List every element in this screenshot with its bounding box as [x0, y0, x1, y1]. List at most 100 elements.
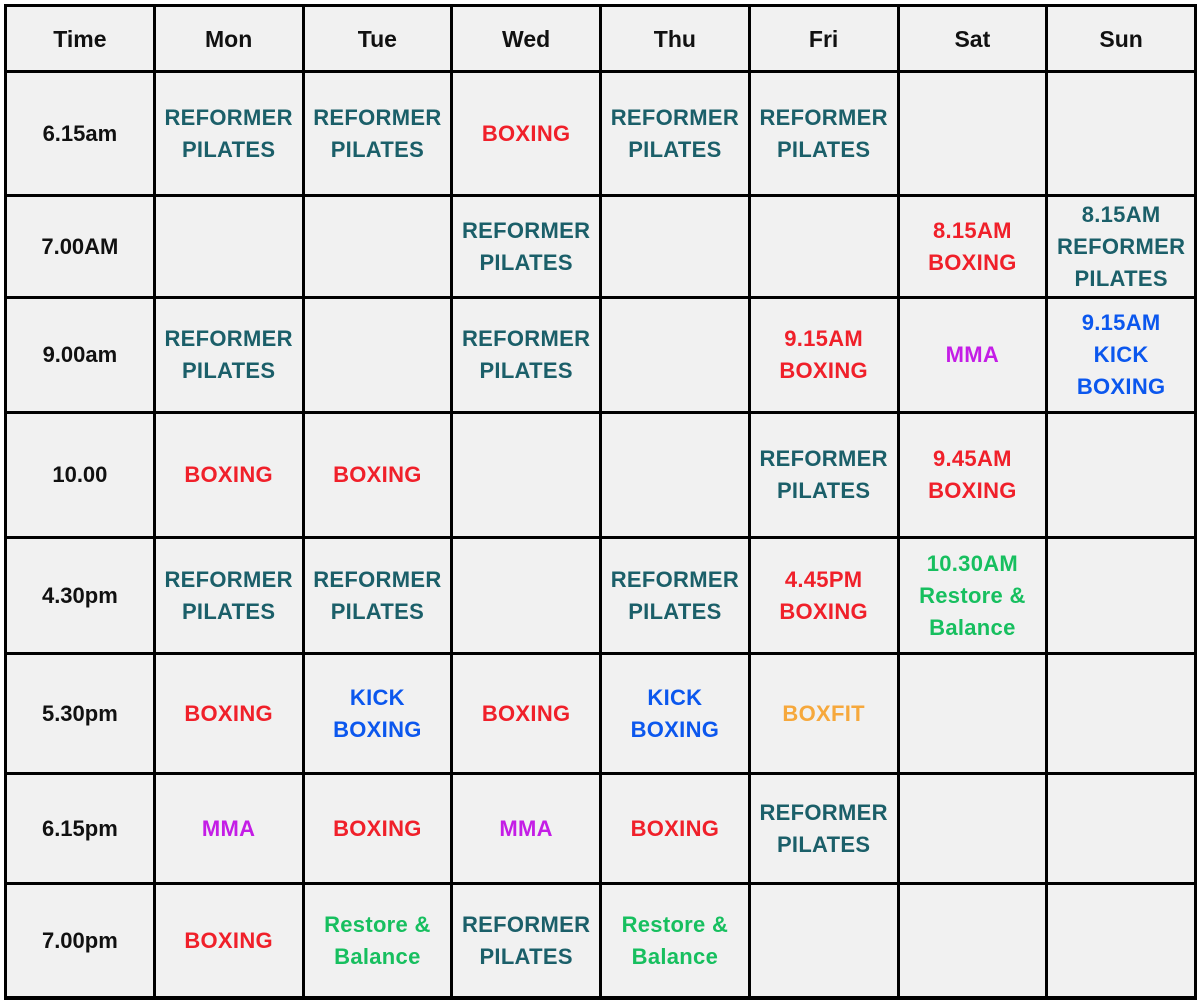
empty-cell — [899, 885, 1046, 996]
class-label-line: 9.15AM — [1081, 310, 1161, 335]
class-cell-boxing: BOXING — [453, 655, 599, 772]
class-label-line: BOXING — [184, 462, 273, 487]
class-label-line: PILATES — [776, 831, 871, 857]
class-cell-boxing: 4.45PM BOXING — [750, 539, 897, 652]
class-cell-boxing: BOXING — [602, 775, 748, 882]
class-label-line: REFORMER — [759, 799, 888, 825]
class-cell-pilates: 8.15AM REFORMER PILATES — [1048, 197, 1194, 296]
class-label-line: 8.15AM — [932, 217, 1012, 243]
class-label-line: 9.45AM — [932, 446, 1012, 471]
empty-cell — [1048, 655, 1194, 772]
class-label-line: PILATES — [479, 943, 573, 969]
class-label-line: REFORMER — [759, 446, 888, 471]
class-label-line: KICK — [647, 684, 703, 710]
class-label-line: PILATES — [1074, 265, 1168, 291]
class-label-line: PILATES — [628, 136, 722, 162]
class-cell-boxing: BOXING — [155, 414, 302, 536]
empty-cell — [750, 885, 897, 996]
header-tue: Tue — [304, 7, 451, 70]
class-cell-mma: MMA — [453, 775, 599, 882]
class-label-line: KICK — [1093, 342, 1149, 367]
class-cell-pilates: REFORMER PILATES — [750, 414, 897, 536]
header-mon: Mon — [155, 7, 302, 70]
class-label-line: BOXING — [184, 700, 273, 726]
class-label-line: MMA — [201, 815, 256, 841]
class-cell-boxfit: BOXFIT — [750, 655, 897, 772]
header-sun: Sun — [1048, 7, 1194, 70]
class-cell-restore: Restore & Balance — [602, 885, 748, 996]
class-label-line: PILATES — [181, 136, 276, 162]
class-label-line: REFORMER — [461, 217, 591, 243]
class-cell-boxing: 8.15AM BOXING — [899, 197, 1046, 296]
class-label-line: 10.30AM — [926, 550, 1019, 576]
empty-cell — [155, 197, 302, 296]
class-cell-boxing: BOXING — [453, 73, 599, 194]
time-slot: 6.15pm — [7, 775, 153, 882]
class-label-line: Restore & — [324, 911, 431, 937]
class-label-line: REFORMER — [610, 104, 740, 130]
timetable: Time Mon Tue Wed Thu Fri Sat Sun 6.15am REFORMER P… — [4, 4, 1197, 1000]
empty-cell — [899, 655, 1046, 772]
time-slot: 7.00AM — [7, 197, 153, 296]
class-cell-kickboxing: KICK BOXING — [602, 655, 748, 772]
class-label-line: Balance — [631, 943, 719, 969]
time-slot: 4.30pm — [7, 539, 153, 652]
class-label-line: BOXING — [333, 462, 422, 487]
class-label-line: Restore & — [919, 582, 1026, 608]
class-label-line: PILATES — [628, 598, 722, 624]
empty-cell — [453, 539, 599, 652]
class-cell-pilates: REFORMER PILATES — [750, 73, 897, 194]
empty-cell — [1048, 73, 1194, 194]
empty-cell — [1048, 414, 1194, 536]
class-cell-pilates: REFORMER PILATES — [602, 73, 748, 194]
class-label-line: PILATES — [479, 249, 573, 275]
class-label-line: REFORMER — [164, 104, 293, 130]
class-cell-pilates: REFORMER PILATES — [155, 299, 302, 411]
class-label-line: REFORMER — [164, 326, 293, 351]
header-thu: Thu — [602, 7, 748, 70]
class-label-line: PILATES — [776, 478, 871, 503]
empty-cell — [602, 299, 748, 411]
class-cell-mma: MMA — [155, 775, 302, 882]
class-label-line: 9.15AM — [784, 326, 864, 351]
class-label-line: REFORMER — [164, 566, 293, 592]
class-cell-boxing: 9.45AM BOXING — [899, 414, 1046, 536]
empty-cell — [899, 73, 1046, 194]
empty-cell — [304, 299, 451, 411]
class-label-line: BOXING — [481, 700, 571, 726]
class-label-line: Balance — [334, 943, 421, 969]
empty-cell — [453, 414, 599, 536]
class-cell-boxing: BOXING — [304, 775, 451, 882]
class-cell-pilates: REFORMER PILATES — [155, 73, 302, 194]
time-slot: 5.30pm — [7, 655, 153, 772]
class-label-line: KICK — [349, 684, 405, 710]
header-fri: Fri — [750, 7, 897, 70]
class-cell-pilates: REFORMER PILATES — [453, 197, 599, 296]
class-label-line: BOXFIT — [782, 700, 865, 726]
class-label-line: PILATES — [479, 358, 573, 383]
empty-cell — [750, 197, 897, 296]
class-label-line: PILATES — [181, 598, 276, 624]
class-label-line: BOXING — [184, 927, 273, 953]
empty-cell — [1048, 775, 1194, 882]
class-label-line: REFORMER — [759, 104, 888, 130]
class-label-line: REFORMER — [1056, 233, 1186, 259]
time-slot: 7.00pm — [7, 885, 153, 996]
class-label-line: REFORMER — [461, 326, 591, 351]
class-label-line: REFORMER — [313, 104, 442, 130]
class-cell-boxing: 9.15AM BOXING — [750, 299, 897, 411]
class-label-line: BOXING — [779, 358, 868, 383]
class-label-line: REFORMER — [610, 566, 740, 592]
class-label-line: BOXING — [630, 815, 720, 841]
time-slot: 6.15am — [7, 73, 153, 194]
class-label-line: BOXING — [481, 120, 571, 146]
class-label-line: REFORMER — [313, 566, 442, 592]
empty-cell — [602, 414, 748, 536]
empty-cell — [899, 775, 1046, 882]
class-label-line: Balance — [929, 614, 1016, 640]
class-label-line: 4.45PM — [784, 566, 863, 592]
class-label-line: PILATES — [776, 136, 871, 162]
class-label-line: BOXING — [1076, 374, 1166, 399]
class-cell-pilates: REFORMER PILATES — [453, 299, 599, 411]
class-cell-boxing: BOXING — [304, 414, 451, 536]
